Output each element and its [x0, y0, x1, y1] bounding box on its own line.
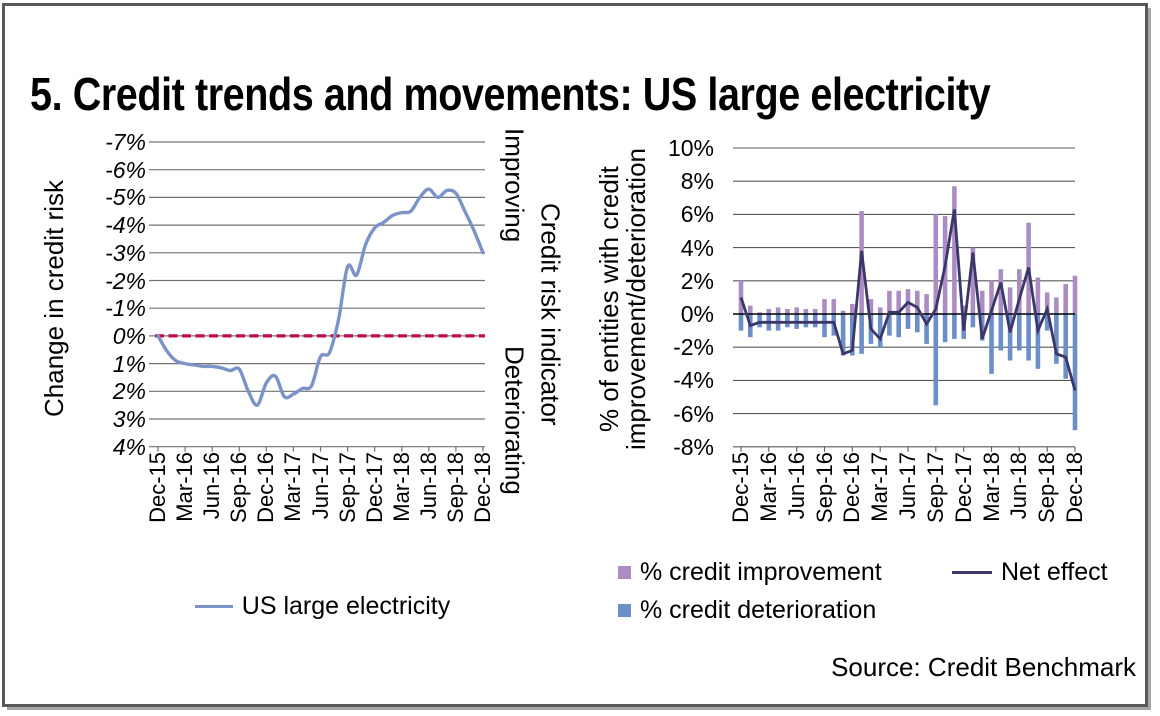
us-large-electricity-legend-line — [194, 605, 233, 608]
right-x-tick-Sep-16: Sep-16 — [811, 452, 837, 523]
left-y-tick--5%: -5% — [105, 184, 146, 211]
right-y-tick-6%: 6% — [680, 201, 714, 228]
right-y-tick-2%: 2% — [680, 267, 714, 294]
right-x-tick-Jun-16: Jun-16 — [783, 452, 809, 520]
left-x-tick-Sep-18: Sep-18 — [442, 452, 468, 523]
right-x-tick-Dec-18: Dec-18 — [1062, 452, 1087, 523]
left-x-tick-Dec-15: Dec-15 — [145, 452, 170, 523]
right-y-tick-4%: 4% — [680, 234, 714, 261]
left-y-tick-2%: 2% — [112, 378, 146, 405]
credit-deterioration-swatch — [618, 604, 631, 617]
improving-label: Improving — [499, 127, 530, 243]
left-y-tick-3%: 3% — [112, 406, 146, 432]
left-right-axis-improving-container: Improving — [498, 118, 530, 252]
left-y-tick--3%: -3% — [105, 239, 146, 266]
net-effect-legend-line — [952, 571, 992, 574]
right-y-tick-8%: 8% — [680, 168, 714, 195]
left-y-tick--4%: -4% — [105, 212, 146, 239]
left-x-tick-Jun-16: Jun-16 — [199, 452, 225, 520]
right-chart-svg — [733, 147, 1078, 452]
right-chart-plot-area — [723, 138, 1093, 460]
net-effect-legend-label: Net effect — [1001, 558, 1108, 586]
credit-improvement-swatch — [618, 566, 631, 579]
credit-improvement-legend-label: % credit improvement — [640, 558, 882, 586]
right-y-tick--2%: -2% — [673, 334, 714, 361]
right-x-tick-Jun-17: Jun-17 — [895, 452, 920, 520]
left-right-axis-title-container: Credit risk indicator — [534, 148, 566, 480]
legend-item-net-effect: Net effect — [952, 558, 1108, 587]
page-title: 5. Credit trends and movements: US large… — [30, 67, 991, 120]
left-x-tick-Mar-17: Mar-17 — [280, 452, 306, 522]
right-y-axis-title-line1: % of entities with credit — [594, 166, 624, 432]
right-y-tick--8%: -8% — [673, 433, 714, 460]
left-y-tick-1%: 1% — [112, 350, 146, 377]
left-chart-legend: US large electricity — [150, 592, 495, 621]
left-x-tick-Jun-17: Jun-17 — [307, 452, 333, 520]
left-y-tick--7%: -7% — [105, 129, 146, 155]
figure-frame — [2, 3, 1148, 707]
left-x-tick-Mar-16: Mar-16 — [172, 452, 198, 522]
right-x-tick-Dec-15: Dec-15 — [728, 452, 753, 523]
left-x-tick-Sep-16: Sep-16 — [226, 452, 252, 523]
right-y-tick-0%: 0% — [680, 301, 714, 327]
left-y-tick--1%: -1% — [105, 295, 146, 322]
us-large-electricity-legend-label: US large electricity — [241, 592, 451, 620]
right-x-tick-Dec-16: Dec-16 — [839, 452, 865, 523]
credit-risk-indicator-label: Credit risk indicator — [535, 202, 566, 426]
left-chart-svg — [149, 141, 485, 452]
left-x-tick-Jun-18: Jun-18 — [415, 452, 441, 520]
legend-item-credit-improvement: % credit improvement — [618, 558, 882, 587]
right-y-tick--4%: -4% — [673, 367, 714, 394]
legend-item-credit-deterioration: % credit deterioration — [618, 596, 876, 625]
credit-deterioration-legend-label: % credit deterioration — [640, 596, 877, 624]
right-x-tick-Mar-17: Mar-17 — [867, 452, 893, 522]
left-y-tick-4%: 4% — [112, 433, 146, 460]
legend-item-us-large-electricity: US large electricity — [194, 592, 451, 621]
left-y-tick--2%: -2% — [105, 267, 146, 294]
left-x-tick-Dec-17: Dec-17 — [361, 452, 387, 523]
right-x-tick-Mar-18: Mar-18 — [978, 452, 1004, 522]
right-x-tick-Sep-17: Sep-17 — [922, 452, 948, 523]
right-y-tick--6%: -6% — [673, 400, 714, 427]
left-chart-plot-area — [143, 128, 495, 466]
left-x-tick-Dec-18: Dec-18 — [470, 452, 495, 523]
left-right-axis-deteriorating-container: Deteriorating — [498, 328, 530, 512]
left-x-tick-Mar-18: Mar-18 — [388, 452, 414, 522]
right-x-tick-Jun-18: Jun-18 — [1006, 452, 1032, 520]
left-x-tick-Sep-17: Sep-17 — [334, 452, 360, 523]
right-y-tick-10%: 10% — [667, 135, 714, 161]
right-x-tick-Mar-16: Mar-16 — [755, 452, 781, 522]
source-note: Source: Credit Benchmark — [831, 652, 1136, 682]
left-y-tick--6%: -6% — [105, 156, 146, 183]
right-x-tick-Sep-18: Sep-18 — [1034, 452, 1060, 523]
deteriorating-label: Deteriorating — [499, 345, 530, 495]
left-x-tick-Dec-16: Dec-16 — [253, 452, 279, 523]
left-y-tick-0%: 0% — [112, 322, 146, 349]
right-x-tick-Dec-17: Dec-17 — [950, 452, 976, 523]
